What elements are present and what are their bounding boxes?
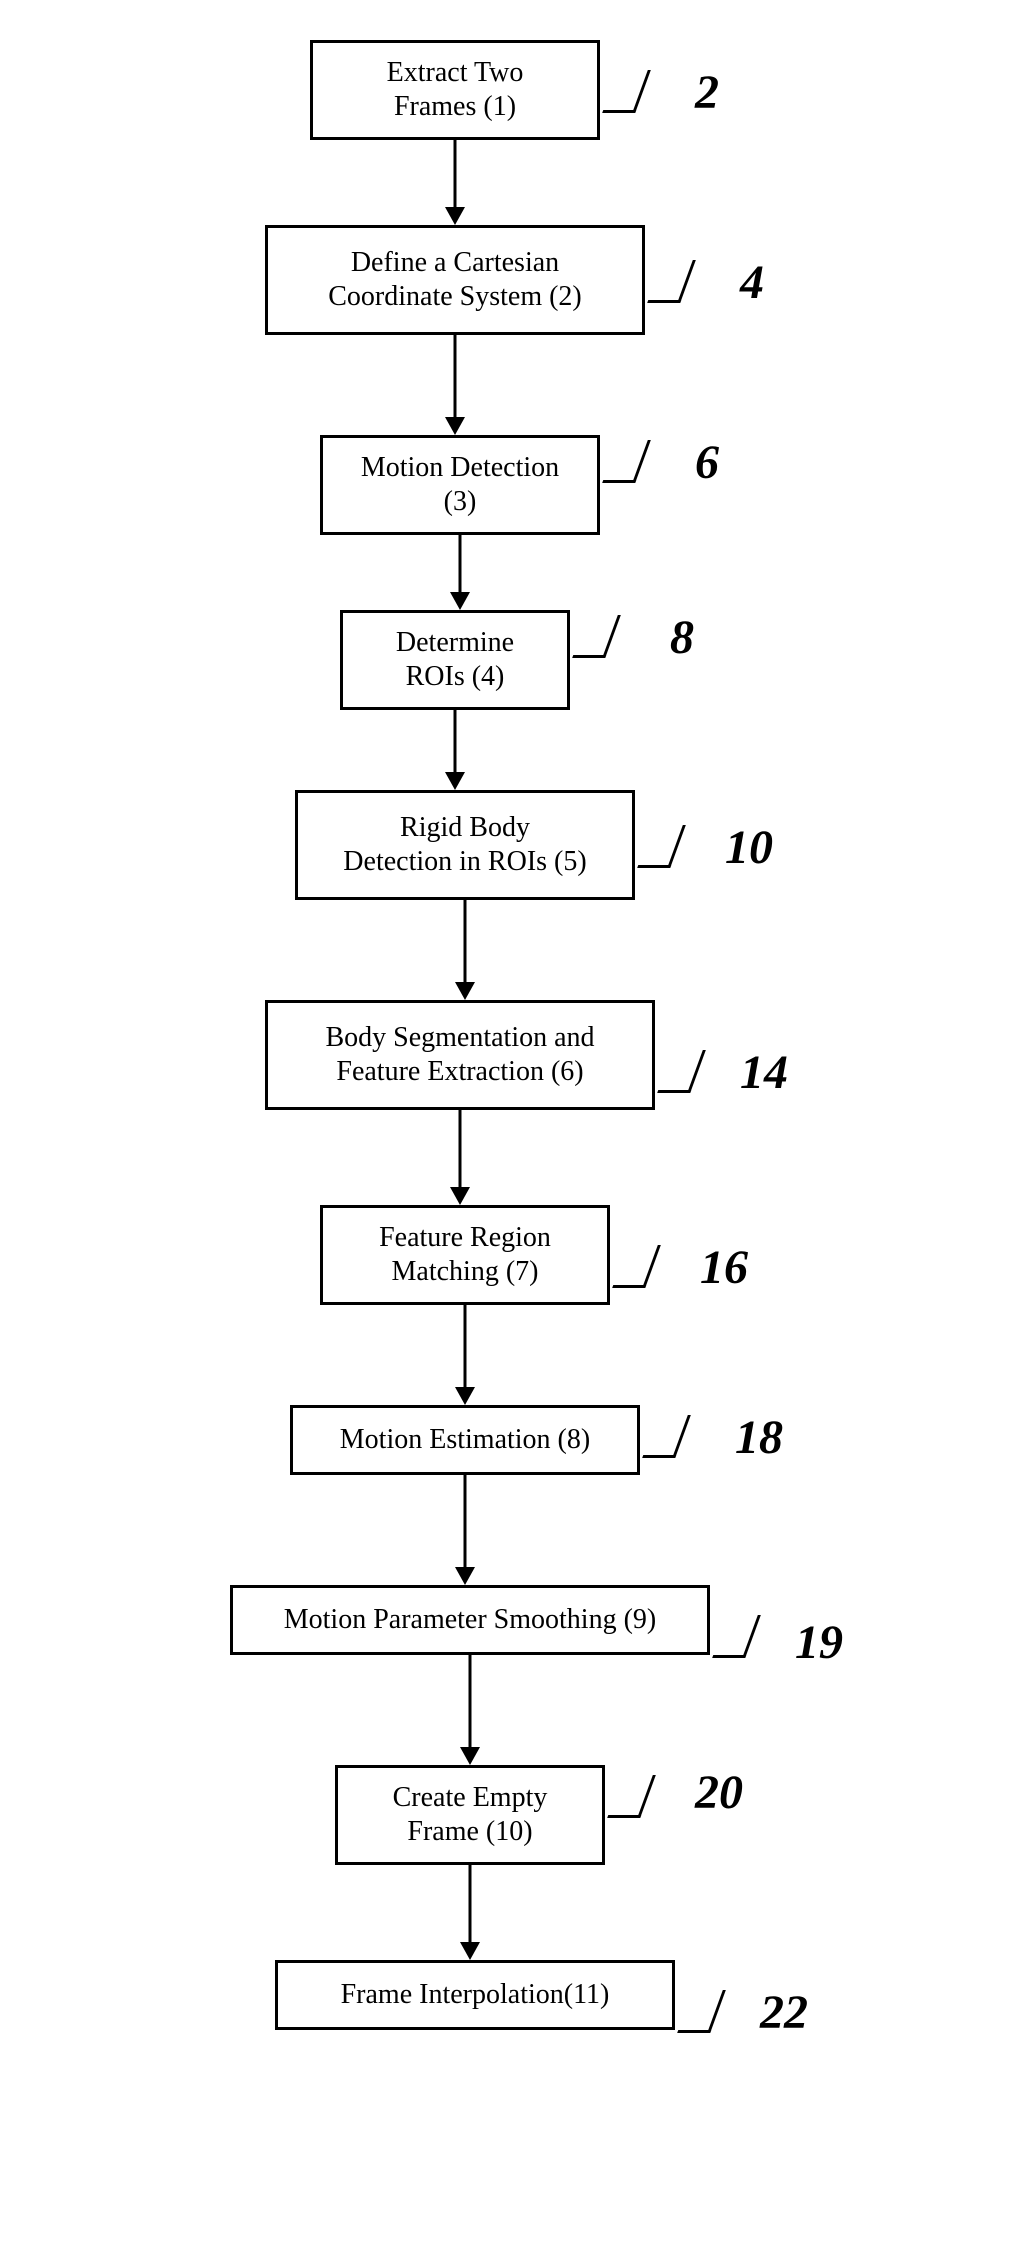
annotation-number: 14 [740, 1045, 788, 1100]
flow-node-label: Motion Parameter Smoothing (9) [284, 1603, 657, 1637]
flow-node-label: Motion Detection (3) [361, 451, 559, 518]
annotation-number: 20 [695, 1765, 743, 1820]
flow-arrow [455, 1655, 485, 1765]
annotation-tick [642, 1415, 691, 1458]
flow-arrow [445, 535, 475, 610]
annotation-tick [677, 1990, 726, 2033]
flow-node-n3: Motion Detection (3) [320, 435, 600, 535]
annotation-number: 16 [700, 1240, 748, 1295]
flow-node-n8: Motion Estimation (8) [290, 1405, 640, 1475]
flow-node-n4: Determine ROIs (4) [340, 610, 570, 710]
flow-arrow [450, 1475, 480, 1585]
annotation-number: 8 [670, 610, 694, 665]
flow-node-n6: Body Segmentation and Feature Extraction… [265, 1000, 655, 1110]
flow-node-label: Frame Interpolation(11) [341, 1978, 610, 2012]
flowchart-container: Extract Two Frames (1) 2 Define a Cartesia… [40, 40, 994, 2212]
flow-node-label: Feature Region Matching (7) [379, 1221, 551, 1288]
annotation-tick [602, 440, 651, 483]
annotation-tick [712, 1615, 761, 1658]
annotation-tick [657, 1050, 706, 1093]
flow-node-label: Determine ROIs (4) [396, 626, 514, 693]
flow-arrow [445, 1110, 475, 1205]
flow-node-n11: Frame Interpolation(11) [275, 1960, 675, 2030]
flow-arrow [440, 140, 470, 225]
annotation-tick [612, 1245, 661, 1288]
annotation-tick [647, 260, 696, 303]
annotation-tick [607, 1775, 656, 1818]
flow-arrow [455, 1865, 485, 1960]
flow-node-label: Define a Cartesian Coordinate System (2) [328, 246, 582, 313]
flow-arrow [440, 710, 470, 790]
annotation-tick [572, 615, 621, 658]
flow-node-n1: Extract Two Frames (1) [310, 40, 600, 140]
flow-node-label: Body Segmentation and Feature Extraction… [325, 1021, 594, 1088]
flow-node-n7: Feature Region Matching (7) [320, 1205, 610, 1305]
flow-node-n9: Motion Parameter Smoothing (9) [230, 1585, 710, 1655]
annotation-number: 22 [760, 1985, 808, 2040]
flow-node-label: Rigid Body Detection in ROIs (5) [343, 811, 586, 878]
flow-arrow [450, 900, 480, 1000]
flow-arrow [440, 335, 470, 435]
annotation-tick [602, 70, 651, 113]
annotation-number: 2 [695, 65, 719, 120]
annotation-number: 4 [740, 255, 764, 310]
flow-node-label: Create Empty Frame (10) [393, 1781, 548, 1848]
flow-node-label: Extract Two Frames (1) [387, 56, 524, 123]
flow-node-n5: Rigid Body Detection in ROIs (5) [295, 790, 635, 900]
flow-arrow [450, 1305, 480, 1405]
flow-node-label: Motion Estimation (8) [340, 1423, 590, 1457]
annotation-number: 18 [735, 1410, 783, 1465]
annotation-number: 10 [725, 820, 773, 875]
flow-node-n10: Create Empty Frame (10) [335, 1765, 605, 1865]
flow-node-n2: Define a Cartesian Coordinate System (2) [265, 225, 645, 335]
annotation-number: 6 [695, 435, 719, 490]
annotation-tick [637, 825, 686, 868]
annotation-number: 19 [795, 1615, 843, 1670]
